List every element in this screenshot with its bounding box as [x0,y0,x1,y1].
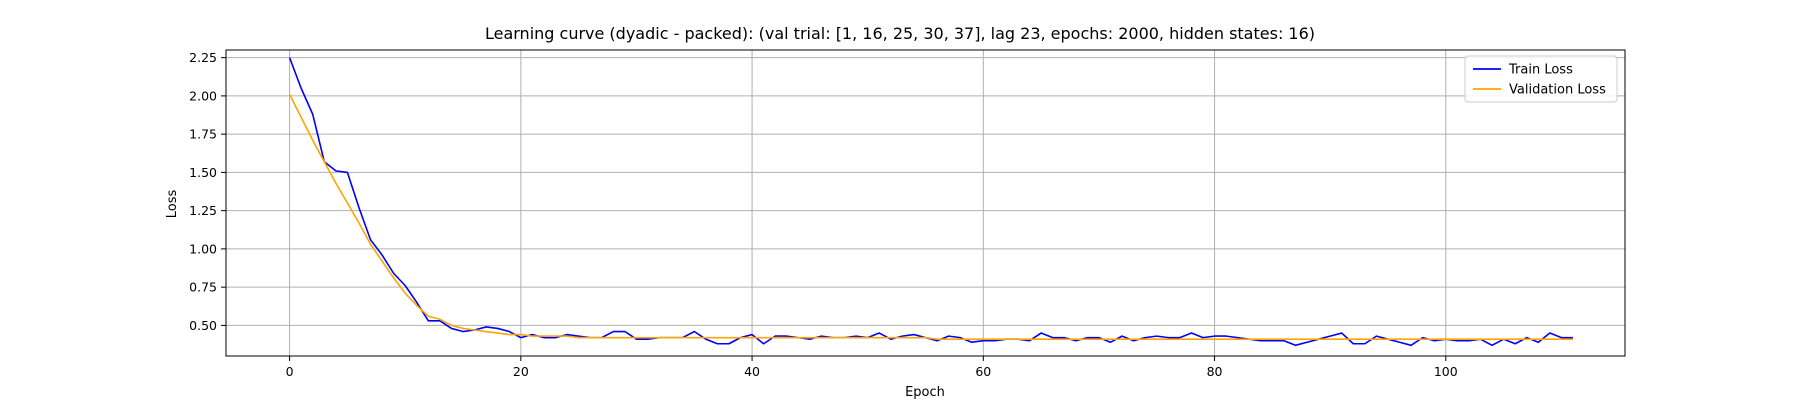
y-tick-label: 1.75 [189,127,217,142]
x-tick-label: 100 [1434,364,1458,379]
legend-box [1464,55,1618,103]
y-tick-label: 1.25 [189,203,217,218]
legend: Train Loss Validation Loss [1464,55,1618,103]
y-tick-label: 1.00 [189,241,217,256]
x-tick-label: 80 [1207,364,1223,379]
y-tick-label: 1.50 [189,165,217,180]
chart-title: Learning curve (dyadic - packed): (val t… [485,24,1315,43]
validation-loss-line [288,94,1573,340]
x-tick-label: 0 [286,364,294,379]
x-tick-label: 40 [744,364,760,379]
grid-lines [226,50,1625,356]
y-axis-label: Loss [165,190,180,219]
legend-label: Train Loss [1508,63,1573,78]
x-tick-label: 60 [975,364,991,379]
y-tick-label: 0.75 [189,280,217,295]
y-tick-label: 2.00 [189,88,217,103]
y-tick-label: 0.50 [189,318,217,333]
axis-ticks: 0 20 40 60 80 100 0.50 0.75 1.00 1.25 1.50 1.75 2.00… [189,50,1458,379]
legend-label: Validation Loss [1509,83,1606,98]
plot-frame [225,49,1626,357]
x-axis-label: Epoch [905,385,945,400]
y-tick-label: 2.25 [189,50,217,65]
series-lines [288,57,1573,347]
x-tick-label: 20 [513,364,529,379]
